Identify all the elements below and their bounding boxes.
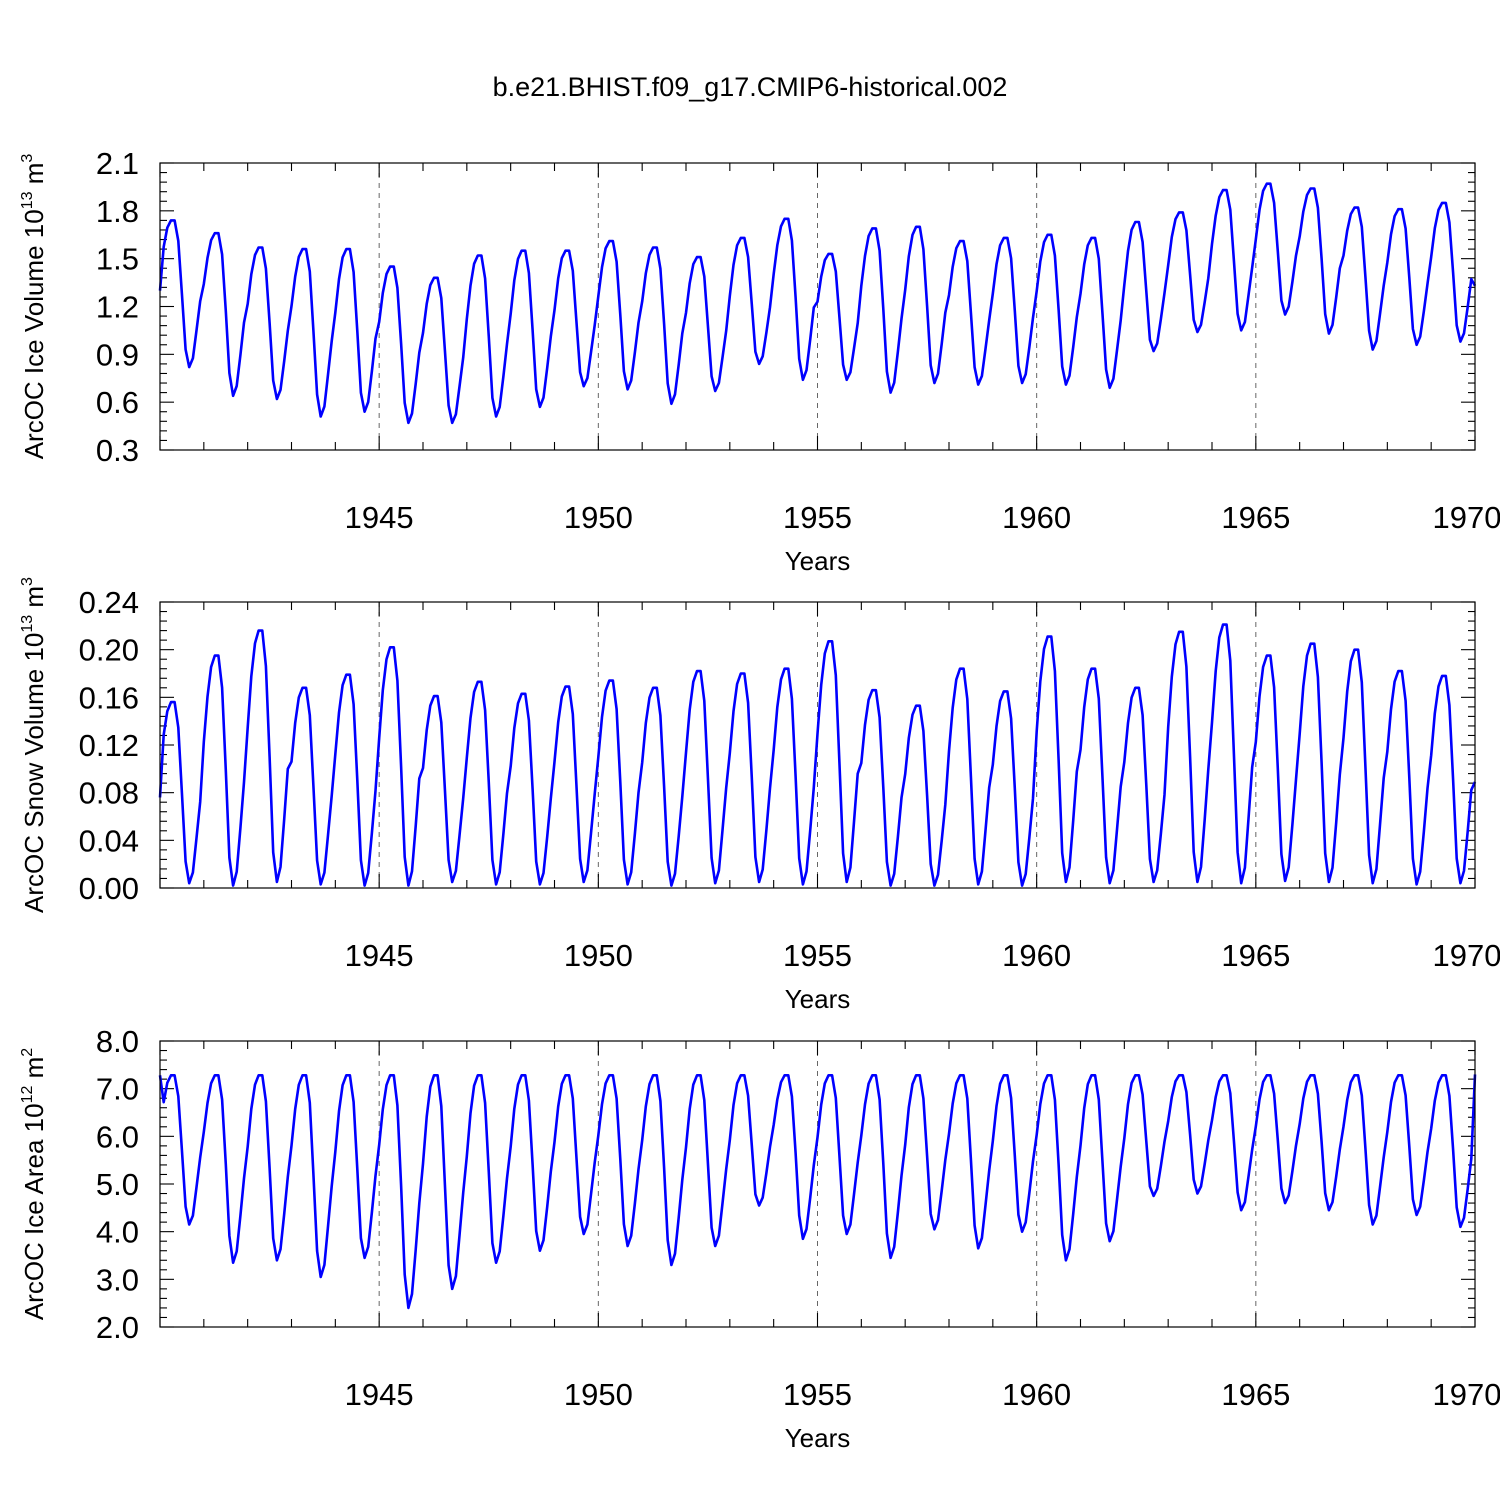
y-axis-title-unit: m — [19, 163, 49, 192]
y-tick-label: 2.1 — [96, 146, 139, 181]
y-tick-label: 0.12 — [79, 728, 139, 763]
x-tick-label: 1950 — [564, 1377, 633, 1412]
x-tick-label: 1955 — [783, 500, 852, 535]
y-tick-label: 1.2 — [96, 290, 139, 325]
x-axis-title: Years — [785, 984, 851, 1014]
y-tick-label: 5.0 — [96, 1167, 139, 1202]
y-axis-title: ArcOC Ice Area 1012 m2 — [19, 1048, 49, 1320]
y-tick-label: 2.0 — [96, 1310, 139, 1345]
y-axis-title-exponent: 12 — [19, 1086, 36, 1104]
figure-title: b.e21.BHIST.f09_g17.CMIP6-historical.002 — [493, 72, 1008, 102]
y-tick-label: 8.0 — [96, 1024, 139, 1059]
x-axis-title: Years — [785, 1423, 851, 1453]
x-tick-label: 1965 — [1221, 500, 1290, 535]
y-tick-label: 0.20 — [79, 633, 139, 668]
series-line-ice-area — [158, 1074, 1477, 1310]
x-tick-label: 1965 — [1221, 1377, 1290, 1412]
series-line-snow-volume — [158, 623, 1477, 887]
x-tick-label: 1945 — [345, 938, 414, 973]
x-tick-label: 1960 — [1002, 1377, 1071, 1412]
panel-snow-volume: 1945 1950 1955 1960 1965 1970 0.24 0.20 0.16 0.12… — [19, 577, 1500, 1014]
x-tick-label: 1970 — [1433, 500, 1500, 535]
x-tick-label: 1960 — [1002, 938, 1071, 973]
y-tick-label: 0.00 — [79, 871, 139, 906]
x-tick-label: 1965 — [1221, 938, 1290, 973]
y-axis-title-main: ArcOC Ice Area 10 — [19, 1103, 49, 1320]
x-tick-label: 1945 — [345, 500, 414, 535]
x-tick-label: 1955 — [783, 938, 852, 973]
y-axis-title-main: ArcOC Ice Volume 10 — [19, 209, 49, 459]
y-tick-label: 0.04 — [79, 823, 139, 858]
x-axis-title: Years — [785, 546, 851, 576]
plot-frame-ice-volume — [159, 162, 1476, 451]
y-tick-label: 0.16 — [79, 680, 139, 715]
y-tick-label: 0.08 — [79, 776, 139, 811]
y-tick-label: 7.0 — [96, 1072, 139, 1107]
y-tick-label: 0.3 — [96, 433, 139, 468]
plot-frame-snow-volume — [159, 601, 1476, 889]
y-tick-label: 0.6 — [96, 385, 139, 420]
x-tick-label: 1970 — [1433, 1377, 1500, 1412]
y-axis-title-unit-exponent: 2 — [19, 1048, 36, 1057]
y-axis-title-unit: m — [19, 1057, 49, 1086]
series-line-ice-volume — [158, 182, 1477, 425]
y-axis-title-unit-exponent: 3 — [19, 154, 36, 163]
x-tick-label: 1955 — [783, 1377, 852, 1412]
y-axis-title-unit: m — [19, 586, 49, 615]
y-axis-title-main: ArcOC Snow Volume 10 — [19, 633, 49, 913]
y-tick-label: 0.9 — [96, 337, 139, 372]
y-axis-title: ArcOC Snow Volume 1013 m3 — [19, 577, 49, 913]
y-axis-title-exponent: 13 — [19, 191, 36, 209]
x-tick-label: 1970 — [1433, 938, 1500, 973]
y-tick-label: 1.5 — [96, 242, 139, 277]
y-axis-title: ArcOC Ice Volume 1013 m3 — [19, 154, 49, 460]
panel-ice-area: 1945 1950 1955 1960 1965 1970 8.0 7.0 6.0 5.0 4.0 3… — [19, 1024, 1500, 1453]
y-tick-label: 0.24 — [79, 585, 139, 620]
x-tick-label: 1960 — [1002, 500, 1071, 535]
x-tick-label: 1945 — [345, 1377, 414, 1412]
y-tick-label: 6.0 — [96, 1119, 139, 1154]
x-tick-label: 1950 — [564, 500, 633, 535]
y-tick-label: 3.0 — [96, 1262, 139, 1297]
y-axis-title-exponent: 13 — [19, 615, 36, 633]
y-tick-label: 1.8 — [96, 194, 139, 229]
panel-ice-volume: 1945 1950 1955 1960 1965 1970 2.1 1.8 1.5 1.2 0.9 0… — [19, 146, 1500, 576]
y-tick-label: 4.0 — [96, 1215, 139, 1250]
x-tick-label: 1950 — [564, 938, 633, 973]
plot-frame-ice-area — [159, 1040, 1476, 1328]
y-axis-title-unit-exponent: 3 — [19, 577, 36, 586]
